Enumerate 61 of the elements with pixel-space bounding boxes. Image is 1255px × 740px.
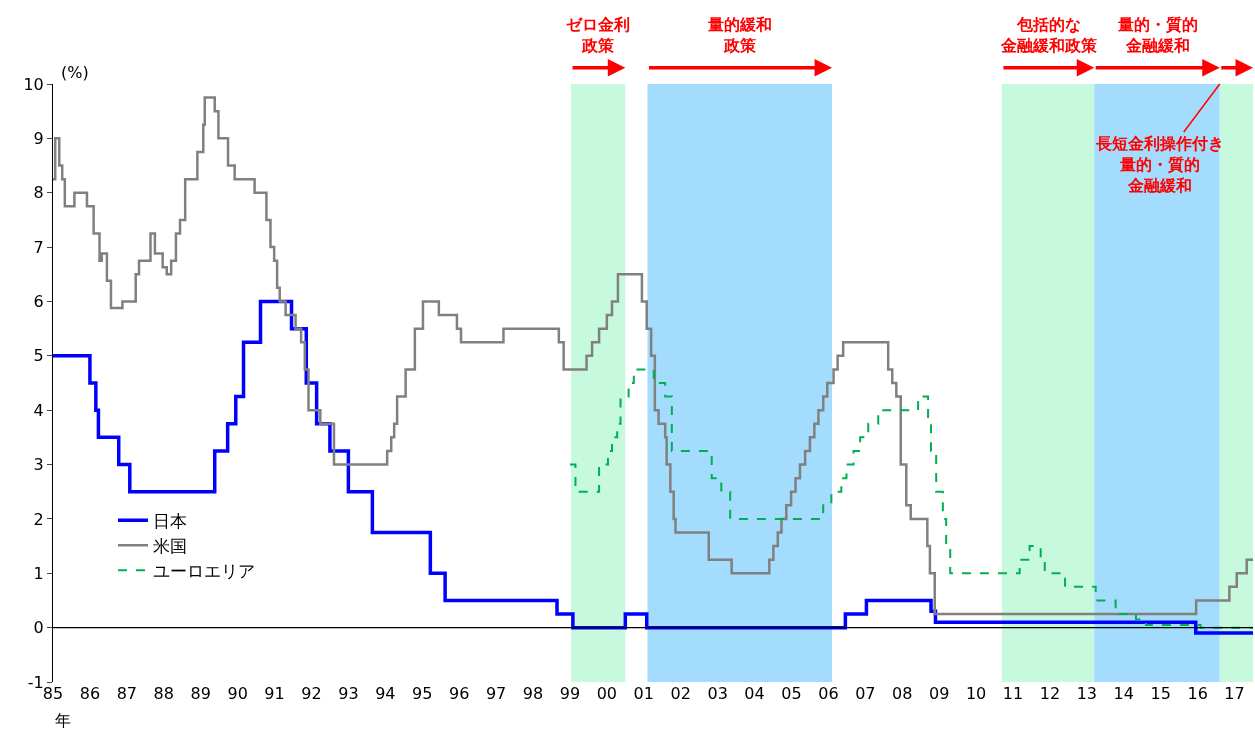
- x-tick-label: 07: [855, 684, 876, 703]
- x-tick-label: 08: [892, 684, 913, 703]
- text: 政策: [724, 35, 756, 55]
- text: 量的・質的: [1118, 15, 1198, 34]
- x-tick-label: 03: [707, 684, 728, 703]
- x-axis-title: 年: [55, 711, 71, 730]
- y-tick-label: 5: [33, 346, 44, 366]
- y-tick-label: 2: [33, 509, 44, 529]
- x-tick-label: 01: [633, 684, 654, 703]
- x-tick-label: 09: [928, 684, 950, 703]
- text: 金融緩和: [1128, 175, 1192, 195]
- y-tick-label: 8: [33, 183, 44, 203]
- x-tick-label: 90: [227, 684, 248, 703]
- text: ゼロ金利: [566, 15, 630, 34]
- x-tick-label: 91: [264, 684, 285, 703]
- y-tick-label: -1: [27, 672, 44, 692]
- x-tick-label: 11: [1002, 684, 1024, 703]
- y-tick-label: 4: [33, 400, 44, 420]
- x-tick-label: 02: [670, 684, 691, 703]
- text: 政策: [582, 35, 614, 55]
- x-tick-label: 89: [190, 684, 211, 703]
- y-tick-label: 10: [23, 74, 44, 94]
- x-tick-label: 93: [338, 684, 359, 703]
- y-tick-label: 7: [33, 237, 44, 257]
- text: 金融緩和: [1126, 35, 1190, 55]
- x-tick-label: 10: [965, 684, 987, 703]
- legend-label: 日本: [153, 510, 187, 531]
- x-tick-label: 17: [1224, 684, 1245, 703]
- x-tick-label: 13: [1076, 684, 1098, 703]
- x-tick-label: 95: [412, 684, 433, 703]
- x-tick-label: 92: [301, 684, 322, 703]
- x-tick-label: 88: [153, 684, 174, 703]
- text: 量的緩和: [708, 15, 772, 34]
- x-tick-label: 98: [522, 684, 544, 703]
- text: 金融緩和政策: [1001, 35, 1097, 55]
- x-tick-label: 04: [744, 684, 765, 703]
- y-tick-label: 6: [33, 292, 44, 312]
- x-tick-label: 05: [781, 684, 802, 703]
- y-tick-label: 3: [33, 455, 44, 475]
- x-tick-label: 14: [1113, 684, 1134, 703]
- x-tick-label: 94: [375, 684, 396, 703]
- text: 量的・質的: [1120, 154, 1200, 174]
- x-tick-label: 87: [116, 684, 138, 703]
- legend-label: 米国: [153, 535, 187, 556]
- x-tick-label: 16: [1187, 684, 1208, 703]
- x-tick-label: 99: [559, 684, 581, 703]
- y-tick-label: 9: [33, 128, 44, 148]
- text: 包括的な: [1017, 15, 1081, 34]
- text: 長短金利操作付き: [1096, 134, 1224, 153]
- y-tick-label: 1: [33, 563, 44, 583]
- x-tick-label: 15: [1150, 684, 1171, 703]
- x-tick-label: 00: [596, 684, 618, 703]
- x-tick-label: 12: [1039, 684, 1061, 703]
- x-tick-label: 85: [42, 684, 64, 703]
- legend-label: ユーロエリア: [153, 560, 255, 581]
- x-tick-label: 86: [79, 684, 101, 703]
- x-tick-label: 96: [448, 684, 470, 703]
- y-axis-title: (%): [61, 63, 89, 82]
- y-tick-label: 0: [33, 618, 44, 638]
- x-tick-label: 06: [818, 684, 839, 703]
- x-tick-label: 97: [485, 684, 507, 703]
